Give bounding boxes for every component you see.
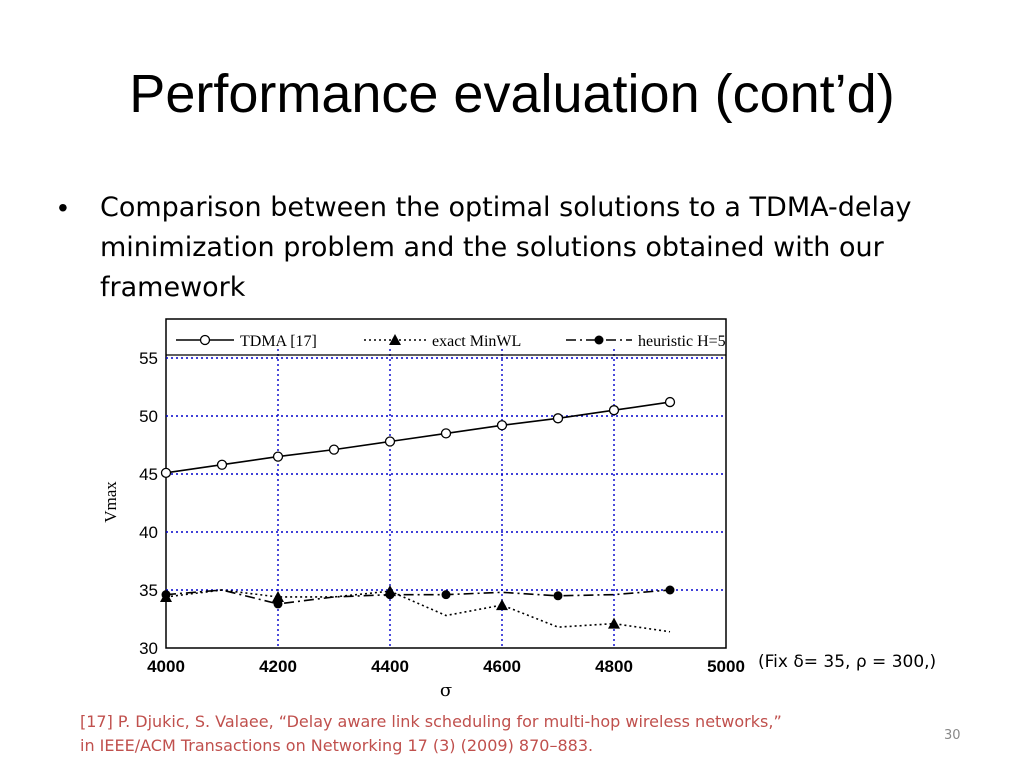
series-line-2	[165, 589, 671, 633]
series-1-point	[328, 444, 340, 455]
legend-marker-3	[594, 335, 604, 345]
series-1-point	[160, 467, 172, 478]
y-axis-label: Vmax	[101, 481, 120, 523]
series-1-point	[216, 459, 228, 470]
y-tick-label: 50	[139, 407, 158, 426]
series-3-point	[441, 590, 451, 600]
series-1-point	[440, 428, 452, 439]
series-1-point	[384, 436, 396, 447]
series-3-point	[665, 585, 675, 595]
series-3-point	[385, 590, 395, 600]
series-2-point	[496, 599, 508, 611]
legend-entry-3: heuristic H=5	[638, 333, 726, 350]
series-2-point	[608, 617, 620, 629]
series-1-point	[664, 396, 676, 408]
slide-title: Performance evaluation (cont’d)	[129, 64, 895, 124]
legend-marker-2	[389, 334, 401, 345]
reference-line-2: in IEEE/ACM Transactions on Networking 1…	[80, 736, 594, 755]
vmax-line-chart: 4000 4200 4400 4600 4800 5000 30 35 40 45 50 55 σ Vma…	[101, 318, 745, 701]
legend-entry-2: exact MinWL	[432, 333, 521, 350]
x-tick-label: 5000	[707, 657, 745, 676]
series-3-point	[161, 590, 171, 600]
reference-citation: [17] P. Djukic, S. Valaee, “Delay aware …	[80, 710, 900, 758]
bullet-dot-icon: •	[58, 192, 68, 223]
page-number: 30	[944, 728, 961, 743]
series-1-point	[496, 420, 508, 431]
bullet-text: Comparison between the optimal solutions…	[100, 192, 912, 303]
x-tick-label: 4200	[259, 657, 297, 676]
reference-line-1: [17] P. Djukic, S. Valaee, “Delay aware …	[80, 712, 782, 731]
x-tick-label: 4800	[595, 657, 633, 676]
y-tick-label: 45	[139, 465, 158, 484]
series-3-point	[553, 591, 563, 601]
legend-entry-1: TDMA [17]	[240, 333, 317, 350]
x-tick-label: 4600	[483, 657, 521, 676]
series-line-1	[165, 401, 671, 474]
series-line-3	[165, 589, 671, 605]
series-1-point	[608, 405, 620, 416]
parameter-note: (Fix δ= 35, ρ = 300,)	[758, 652, 937, 672]
series-3-point	[273, 599, 283, 609]
x-tick-label: 4000	[147, 657, 185, 676]
y-tick-label: 40	[139, 523, 158, 542]
series-1-point	[272, 451, 284, 462]
y-tick-label: 30	[139, 639, 158, 658]
y-tick-label: 55	[139, 349, 158, 368]
series-2-point	[272, 590, 284, 602]
series-1-point	[552, 413, 564, 424]
x-axis-label: σ	[440, 680, 452, 701]
legend-marker-1	[199, 334, 211, 346]
x-tick-label: 4400	[371, 657, 409, 676]
y-tick-label: 35	[139, 581, 158, 600]
